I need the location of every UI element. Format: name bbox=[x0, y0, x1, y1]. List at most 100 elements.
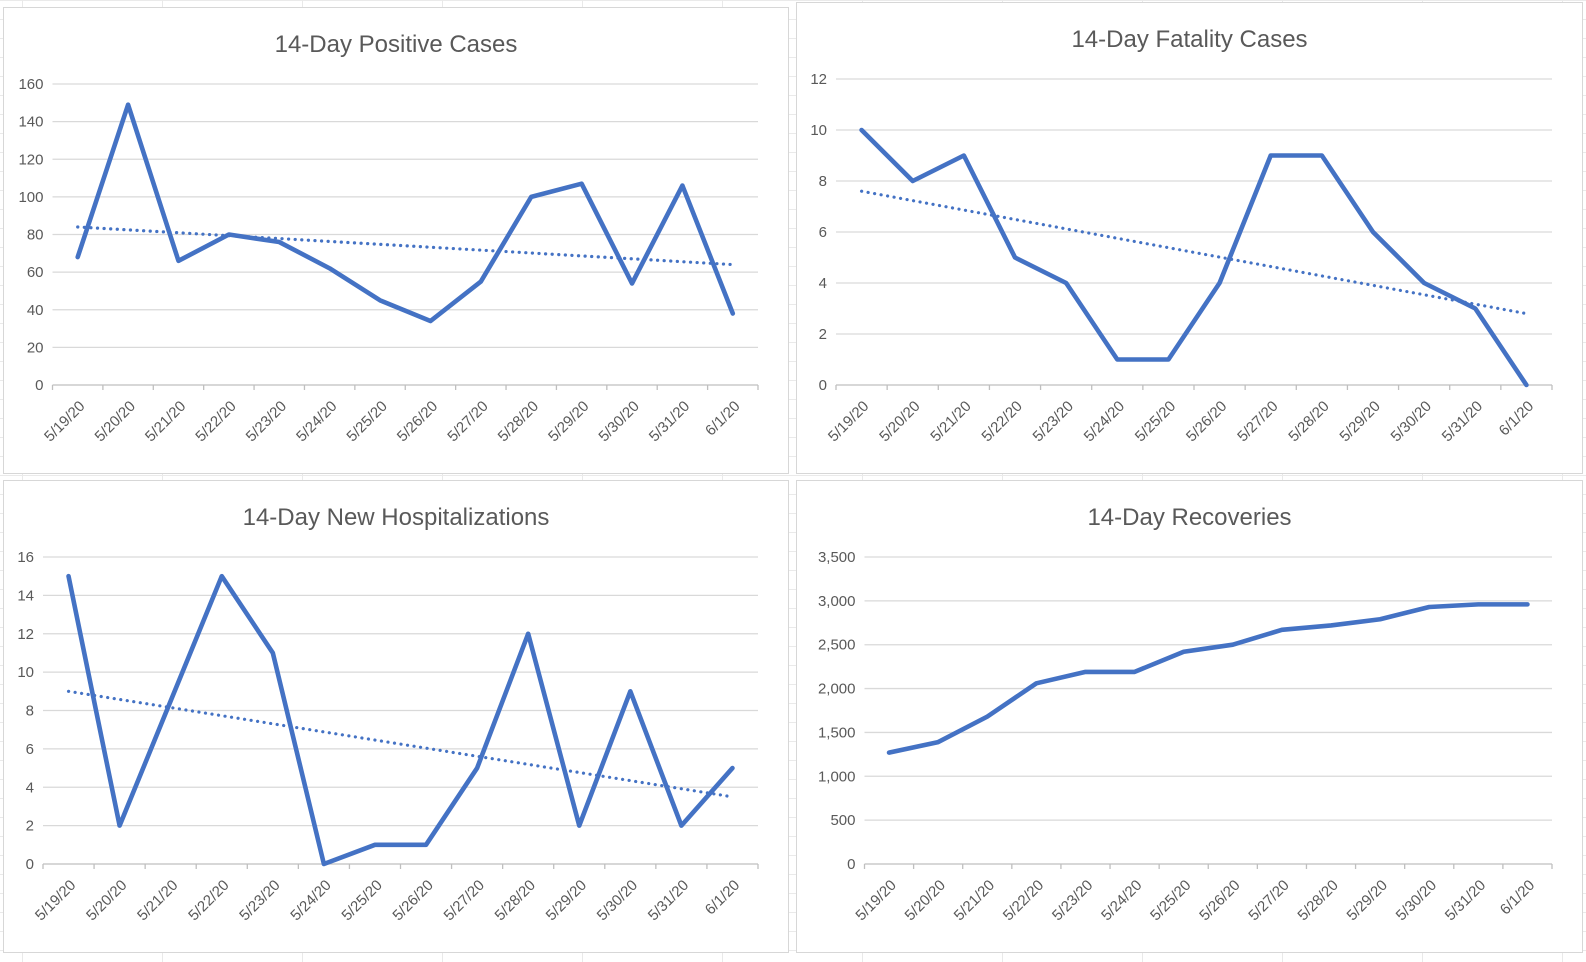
x-tick-label: 5/31/20 bbox=[1442, 877, 1489, 924]
y-tick-label: 80 bbox=[27, 227, 44, 244]
y-tick-label: 3,500 bbox=[818, 549, 856, 566]
y-tick-label: 40 bbox=[27, 302, 44, 319]
x-tick-label: 5/22/20 bbox=[192, 398, 239, 445]
trend-line bbox=[76, 225, 735, 267]
chart-panel-new-hospitalizations: 14-Day New Hospitalizations 16 14 12 10 8 6 4 2… bbox=[3, 480, 789, 953]
x-tick-label: 5/26/20 bbox=[1183, 398, 1230, 445]
y-tick-label: 10 bbox=[810, 122, 827, 139]
x-tick-label: 5/21/20 bbox=[951, 877, 998, 924]
x-tick-label: 5/29/20 bbox=[545, 398, 592, 445]
chart-panel-recoveries: 14-Day Recoveries 3,500 3,000 2,500 2,000 1,… bbox=[796, 480, 1583, 953]
y-tick-label: 3,000 bbox=[818, 593, 856, 610]
y-tick-label: 20 bbox=[27, 339, 44, 356]
x-tick-label: 5/29/20 bbox=[1344, 877, 1391, 924]
x-tick-label: 5/29/20 bbox=[1336, 398, 1383, 445]
y-tick-label: 4 bbox=[819, 275, 827, 292]
y-tick-label: 120 bbox=[18, 151, 43, 168]
y-tick-label: 1,500 bbox=[818, 724, 856, 741]
y-tick-label: 0 bbox=[819, 377, 827, 394]
recoveries-chart: 14-Day Recoveries 3,500 3,000 2,500 2,000 1,… bbox=[818, 504, 1553, 924]
x-tick-label: 5/23/20 bbox=[1049, 877, 1096, 924]
x-tick-label: 5/31/20 bbox=[1439, 398, 1486, 445]
new-hospitalizations-chart: 14-Day New Hospitalizations 16 14 12 10 8 6 4 2… bbox=[17, 504, 759, 924]
x-tick-label: 5/26/20 bbox=[1196, 877, 1243, 924]
x-tick-label: 5/27/20 bbox=[441, 877, 488, 924]
x-tick-label: 5/28/20 bbox=[1285, 398, 1332, 445]
chart-title: 14-Day Positive Cases bbox=[275, 31, 518, 58]
x-tick-label: 5/30/20 bbox=[594, 877, 641, 924]
x-tick-label: 5/27/20 bbox=[1245, 877, 1292, 924]
x-tick-label: 5/25/20 bbox=[1132, 398, 1179, 445]
x-tick-label: 5/27/20 bbox=[1234, 398, 1281, 445]
y-tick-label: 12 bbox=[17, 626, 34, 643]
x-tick-label: 5/27/20 bbox=[444, 398, 491, 445]
x-tick-label: 5/20/20 bbox=[92, 398, 139, 445]
y-tick-label: 100 bbox=[18, 189, 43, 206]
x-tick-label: 5/21/20 bbox=[927, 398, 974, 445]
y-tick-label: 12 bbox=[810, 71, 827, 88]
plot-area: 16 14 12 10 8 6 4 2 0 5/19/20 5/20/20 5/21/20 5/22/2… bbox=[17, 549, 759, 924]
x-tick-label: 6/1/20 bbox=[702, 398, 744, 440]
x-tick-label: 5/31/20 bbox=[646, 398, 693, 445]
x-tick-label: 5/20/20 bbox=[902, 877, 949, 924]
chart-title: 14-Day New Hospitalizations bbox=[243, 504, 550, 531]
x-tick-label: 5/24/20 bbox=[1098, 877, 1145, 924]
y-tick-label: 6 bbox=[819, 224, 827, 241]
y-tick-label: 160 bbox=[18, 76, 43, 93]
x-tick-label: 5/21/20 bbox=[134, 877, 181, 924]
x-tick-label: 5/25/20 bbox=[1147, 877, 1194, 924]
x-tick-label: 5/30/20 bbox=[595, 398, 642, 445]
y-tick-label: 8 bbox=[819, 173, 827, 190]
y-tick-label: 0 bbox=[847, 856, 855, 873]
y-tick-label: 2 bbox=[819, 326, 827, 343]
x-tick-label: 5/30/20 bbox=[1393, 877, 1440, 924]
chart-panel-positive-cases: 14-Day Positive Cases 160 140 120 100 80 60 40… bbox=[3, 7, 789, 474]
y-tick-label: 60 bbox=[27, 264, 44, 281]
y-tick-label: 10 bbox=[17, 664, 34, 681]
x-tick-label: 5/24/20 bbox=[293, 398, 340, 445]
x-tick-label: 6/1/20 bbox=[702, 877, 744, 919]
y-tick-label: 0 bbox=[35, 377, 43, 394]
x-tick-label: 5/19/20 bbox=[41, 398, 88, 445]
x-tick-label: 5/20/20 bbox=[876, 398, 923, 445]
x-tick-label: 5/24/20 bbox=[1081, 398, 1128, 445]
series-line bbox=[886, 602, 1530, 755]
x-tick-label: 5/22/20 bbox=[185, 877, 232, 924]
y-tick-label: 4 bbox=[26, 779, 34, 796]
y-tick-label: 2,500 bbox=[818, 637, 856, 654]
x-tick-label: 5/30/20 bbox=[1388, 398, 1435, 445]
x-tick-label: 5/24/20 bbox=[287, 877, 334, 924]
x-tick-label: 5/22/20 bbox=[1000, 877, 1047, 924]
y-tick-label: 500 bbox=[830, 812, 855, 829]
plot-area: 3,500 3,000 2,500 2,000 1,500 1,000 500 0 5/19/2… bbox=[818, 549, 1553, 924]
plot-area: 160 140 120 100 80 60 40 20 0 5/19/20 5/20/20 5/21/… bbox=[18, 76, 759, 445]
x-tick-label: 5/23/20 bbox=[236, 877, 283, 924]
y-tick-label: 14 bbox=[17, 587, 34, 604]
x-tick-label: 5/26/20 bbox=[394, 398, 441, 445]
x-tick-label: 5/28/20 bbox=[495, 398, 542, 445]
x-tick-label: 5/19/20 bbox=[32, 877, 79, 924]
y-tick-label: 2 bbox=[26, 818, 34, 835]
chart-title: 14-Day Fatality Cases bbox=[1071, 26, 1307, 53]
x-tick-label: 5/20/20 bbox=[83, 877, 130, 924]
series-line bbox=[75, 102, 736, 324]
x-tick-label: 5/23/20 bbox=[243, 398, 290, 445]
y-tick-label: 140 bbox=[18, 114, 43, 131]
y-tick-label: 8 bbox=[26, 703, 34, 720]
y-tick-label: 6 bbox=[26, 741, 34, 758]
x-tick-label: 6/1/20 bbox=[1497, 877, 1539, 919]
x-tick-label: 5/23/20 bbox=[1030, 398, 1077, 445]
y-tick-label: 2,000 bbox=[818, 681, 856, 698]
series-line bbox=[66, 573, 735, 867]
y-tick-label: 1,000 bbox=[818, 768, 856, 785]
y-tick-label: 0 bbox=[26, 856, 34, 873]
x-tick-label: 5/28/20 bbox=[1294, 877, 1341, 924]
x-tick-label: 5/21/20 bbox=[142, 398, 189, 445]
x-tick-label: 5/31/20 bbox=[645, 877, 692, 924]
x-tick-label: 5/29/20 bbox=[543, 877, 590, 924]
x-tick-label: 5/25/20 bbox=[338, 877, 385, 924]
chart-title: 14-Day Recoveries bbox=[1087, 504, 1291, 531]
